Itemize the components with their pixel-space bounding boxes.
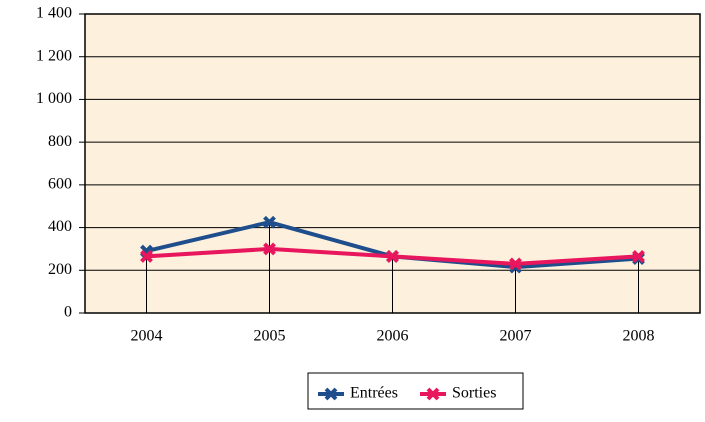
- legend-marker: [426, 387, 440, 401]
- point-marker: [263, 242, 276, 256]
- x-tick-label: 2008: [623, 328, 655, 345]
- legend-box: [307, 372, 524, 410]
- legend-label: Sorties: [452, 385, 496, 402]
- y-tick-label: 0: [64, 304, 72, 321]
- legend-label: Entrées: [350, 385, 398, 402]
- x-tick-label: 2005: [254, 328, 286, 345]
- y-tick-label: 1 400: [36, 5, 72, 22]
- y-tick-label: 400: [48, 218, 72, 235]
- point-marker: [632, 249, 645, 263]
- y-tick-label: 600: [48, 176, 72, 193]
- y-tick-label: 1 200: [36, 47, 72, 64]
- x-tick-label: 2004: [131, 328, 163, 345]
- legend-marker: [324, 387, 338, 401]
- point-marker: [140, 249, 153, 263]
- x-tick-label: 2007: [500, 328, 532, 345]
- point-marker: [263, 215, 276, 229]
- y-tick-label: 200: [48, 261, 72, 278]
- point-marker: [509, 257, 522, 271]
- y-tick-label: 1 000: [36, 90, 72, 107]
- point-marker: [386, 249, 399, 263]
- x-tick-label: 2006: [377, 328, 409, 345]
- y-tick-label: 800: [48, 133, 72, 150]
